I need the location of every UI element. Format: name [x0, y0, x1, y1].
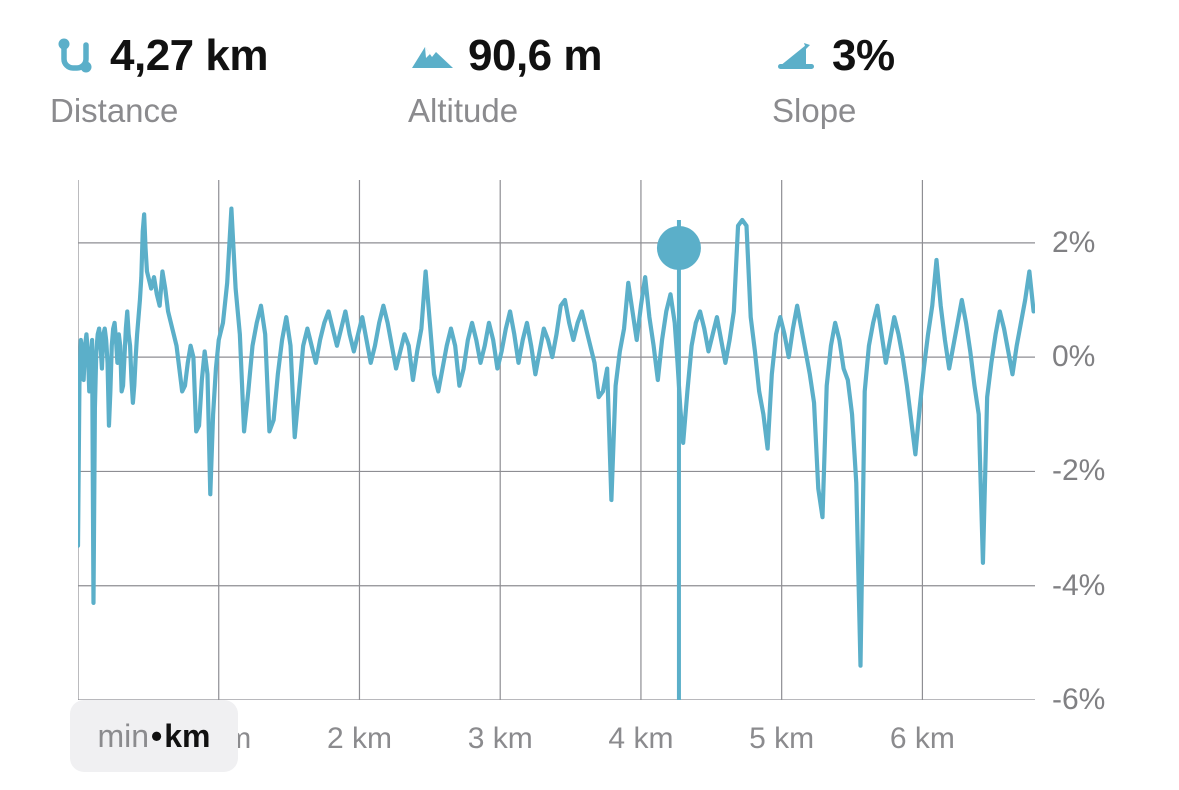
x-tick-label: 2 km: [326, 722, 392, 755]
slope-icon: [772, 33, 822, 79]
slope-profile-chart[interactable]: 2%0%-2%-4%-6% 1 km2 km3 km4 km5 km6 km m…: [0, 160, 1179, 790]
stat-altitude-label: Altitude: [408, 92, 519, 129]
unit-toggle-separator: •: [151, 717, 163, 754]
y-tick-label: -6%: [1052, 683, 1106, 716]
y-tick-label: -4%: [1052, 568, 1106, 602]
x-tick-label: 4 km: [608, 722, 674, 755]
x-tick-label: 5 km: [749, 722, 815, 755]
stat-slope: 3% Slope: [772, 28, 895, 130]
chart-gridlines: [78, 180, 1035, 700]
y-tick-label: -2%: [1052, 454, 1106, 488]
chart-plot-area[interactable]: [78, 180, 1035, 700]
stat-slope-label: Slope: [772, 92, 857, 129]
y-tick-label: 2%: [1052, 225, 1096, 259]
stat-slope-top: 3%: [772, 28, 895, 84]
mountain-icon: [408, 33, 458, 79]
route-icon: [50, 33, 100, 79]
slope-series-line: [78, 206, 1035, 668]
stats-summary-row: 4,27 km Distance 90,6 m Altitude: [0, 0, 1179, 160]
unit-toggle-km-label: km: [164, 717, 211, 754]
stat-distance-label: Distance: [50, 92, 179, 129]
x-tick-label: 3 km: [467, 722, 533, 755]
unit-toggle-pill[interactable]: min • km: [70, 700, 238, 772]
stat-altitude-value: 90,6 m: [468, 31, 602, 80]
stat-altitude-top: 90,6 m: [408, 28, 602, 84]
y-tick-label: 0%: [1052, 340, 1096, 374]
marker-dot: [656, 226, 701, 270]
stat-distance-top: 4,27 km: [50, 28, 268, 84]
x-tick-label: 6 km: [889, 722, 955, 755]
stat-distance-value: 4,27 km: [110, 31, 268, 80]
stat-altitude: 90,6 m Altitude: [408, 28, 602, 130]
chart-svg[interactable]: [78, 180, 1035, 700]
stat-distance: 4,27 km Distance: [50, 28, 268, 130]
stat-slope-value: 3%: [832, 31, 895, 80]
unit-toggle-min-label: min: [97, 717, 150, 754]
